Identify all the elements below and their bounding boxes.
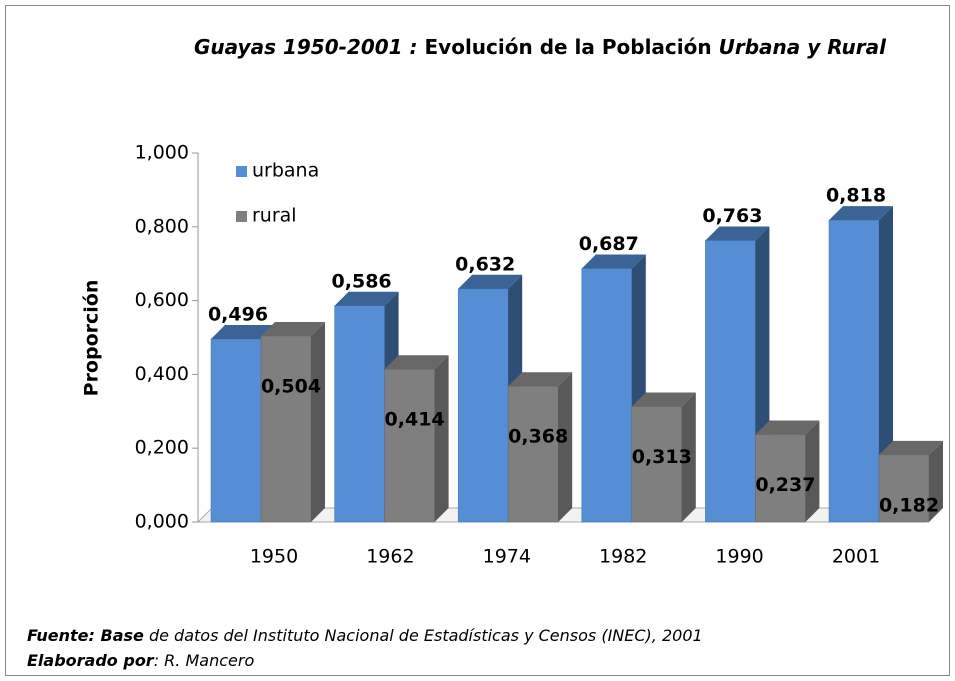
bar-top [631, 392, 696, 407]
bar-top [581, 254, 646, 269]
data-label: 0,368 [508, 426, 568, 448]
source-part: de datos del Instituto Nacional de Estad… [149, 626, 703, 645]
bar [334, 305, 385, 523]
data-label: 0,504 [261, 376, 321, 398]
title-part: Evolución de la Población [425, 35, 712, 59]
bar-top [829, 206, 893, 221]
title-part: Guayas 1950-2001 : [194, 35, 418, 59]
data-label: 0,237 [755, 474, 815, 496]
legend-swatch [236, 166, 247, 177]
legend-label: urbana [252, 160, 319, 182]
data-label: 0,182 [879, 494, 939, 516]
bar [755, 434, 806, 523]
bar-side [805, 420, 820, 522]
source-part: Elaborado por [27, 651, 155, 670]
bar-side [311, 322, 325, 522]
bar-side [434, 355, 449, 522]
bar [828, 219, 880, 523]
data-label: 0,496 [208, 303, 268, 325]
data-label: 0,414 [385, 409, 445, 431]
data-label: 0,632 [455, 253, 515, 275]
bar-side [929, 440, 943, 522]
y-axis-label: Proporción [81, 280, 103, 397]
bar-side [879, 206, 893, 522]
source-part: Fuente: Base [27, 626, 144, 645]
source-note: Fuente: Base de datos del Instituto Naci… [27, 626, 703, 645]
data-label: 0,313 [632, 446, 692, 468]
bar-top [879, 440, 943, 455]
bar-top [458, 274, 523, 289]
data-label: 0,586 [332, 270, 392, 292]
bar-top [705, 226, 770, 241]
bar [260, 335, 312, 523]
bar [210, 338, 262, 523]
bar [878, 454, 930, 523]
legend-swatch [236, 211, 247, 222]
data-label: 0,818 [826, 185, 886, 207]
x-tick-label: 1990 [715, 546, 763, 568]
data-label: 0,763 [702, 205, 762, 227]
bar [705, 240, 756, 523]
y-tick-label: 0,800 [135, 215, 189, 237]
bar-top [384, 355, 449, 370]
title-part: Urbana y Rural [719, 35, 888, 59]
chart-title: Guayas 1950-2001 : Evolución de la Pobla… [194, 35, 887, 59]
x-tick-label: 1962 [366, 546, 414, 568]
bar-top [211, 324, 275, 339]
x-tick-label: 1982 [599, 546, 647, 568]
bar-side [681, 392, 696, 522]
bar-top [261, 322, 325, 337]
legend-label: rural [252, 205, 297, 227]
y-tick-label: 0,000 [135, 511, 189, 533]
bar [507, 385, 559, 523]
source-part: : R. Mancero [154, 651, 255, 670]
bar [457, 288, 509, 523]
bar [384, 368, 435, 523]
y-tick-label: 0,600 [135, 289, 189, 311]
y-tick-label: 0,400 [135, 363, 189, 385]
x-tick-label: 1974 [483, 546, 531, 568]
y-tick-label: 0,200 [135, 437, 189, 459]
bar-top [508, 372, 573, 387]
x-tick-label: 1950 [250, 546, 298, 568]
bar-top [755, 420, 820, 435]
y-tick-label: 1,000 [135, 142, 189, 164]
source-note: Elaborado por: R. Mancero [27, 651, 254, 670]
x-tick-label: 2001 [832, 546, 880, 568]
bar [581, 268, 633, 523]
data-label: 0,687 [579, 233, 639, 255]
bar-top [334, 291, 399, 306]
bar-side [558, 372, 573, 522]
